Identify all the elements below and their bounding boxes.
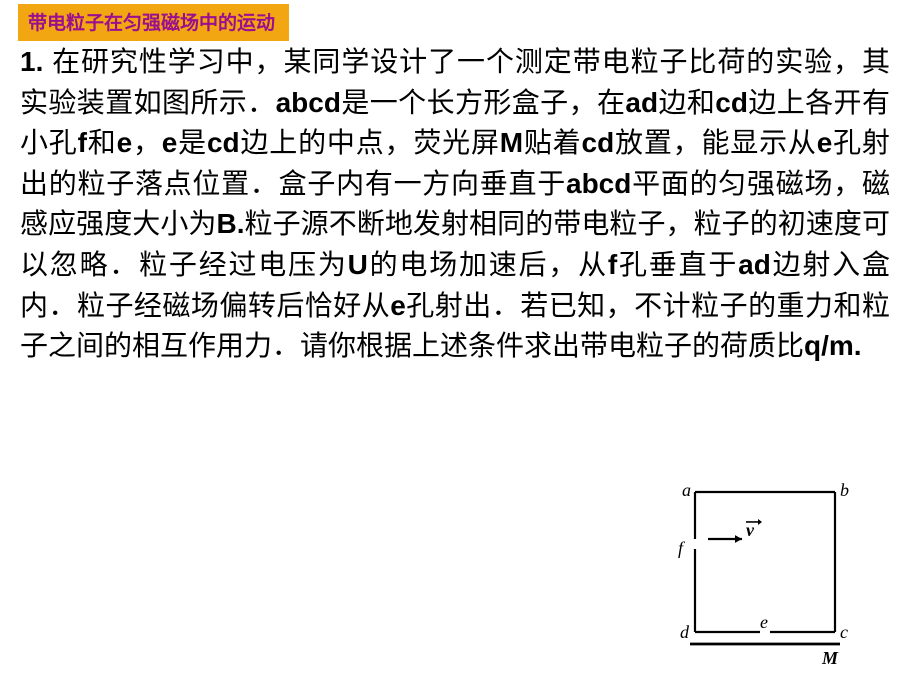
slide: 带电粒子在匀强磁场中的运动 1. 在研究性学习中，某同学设计了一个测定带电粒子比… (0, 0, 920, 690)
label-d: d (680, 622, 690, 642)
label-M: M (821, 648, 839, 668)
label-b: b (840, 482, 849, 500)
title-banner: 带电粒子在匀强磁场中的运动 (18, 4, 289, 41)
problem-text: 1. 在研究性学习中，某同学设计了一个测定带电粒子比荷的实验，其实验装置如图所示… (20, 42, 890, 367)
apparatus-diagram: a b c d f e v M (650, 482, 870, 672)
label-c: c (840, 622, 848, 642)
label-v: v (746, 520, 755, 540)
problem-number: 1. (20, 46, 52, 77)
label-e: e (760, 612, 768, 632)
label-f: f (678, 538, 686, 558)
label-a: a (682, 482, 691, 500)
